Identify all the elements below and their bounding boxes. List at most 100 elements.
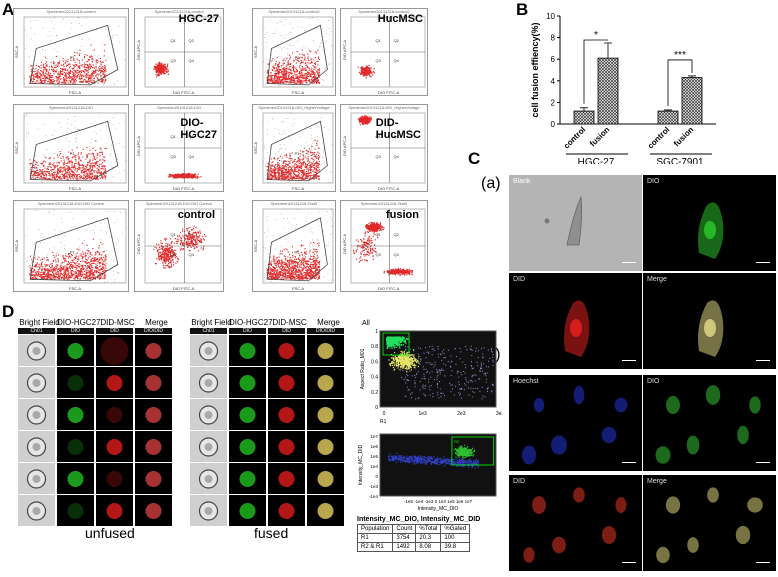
cell-image [190, 399, 227, 430]
category-label: control [562, 125, 588, 151]
table-cell: 20.3 [415, 533, 442, 543]
svg-text:SSC-A: SSC-A [253, 239, 258, 252]
cell-image [229, 463, 266, 494]
flow-plot: Specimen20131218-DIO P1 FSC-A SSC-A [13, 104, 129, 192]
cell-image [307, 399, 344, 430]
x-tick-label: 3e3 [496, 411, 502, 417]
micrograph-label: Blank [513, 178, 531, 185]
error-bar [604, 42, 612, 59]
y-tick-label: 8 [551, 34, 556, 43]
scatter-plot-aspect-ratio: 0 1e3 2e3 3e3 0 0.2 0.4 0.6 0.8 1 R1 Aspect Ratio_M… [360, 329, 502, 425]
svg-text:SSC-A: SSC-A [14, 141, 19, 154]
flow-plot-label: DID- HucMSC [375, 117, 421, 141]
svg-text:Q3: Q3 [171, 58, 177, 63]
svg-text:SSC-A: SSC-A [253, 45, 258, 58]
cell-image [96, 335, 133, 366]
significance-bracket [667, 59, 693, 106]
x-tick-label: 0 [383, 411, 386, 417]
svg-text:DID APC-A: DID APC-A [342, 136, 347, 156]
scale-bar [756, 262, 770, 263]
svg-text:Q2: Q2 [189, 232, 195, 237]
svg-text:Q1: Q1 [171, 134, 177, 139]
y-tick-label: 2 [551, 98, 556, 107]
y-tick-label: 1e4 [370, 464, 378, 469]
table-header-cell: Population [356, 524, 394, 534]
table-header-cell: %Gated [440, 524, 471, 534]
svg-text:P1: P1 [295, 55, 301, 60]
x-tick-labels: -1e5 -1e4 -1e3 0 1e3 1e5 1e6 1e7 [404, 499, 473, 504]
cell-image [229, 495, 266, 526]
flow-plot-label: HGC-27 [178, 13, 219, 25]
panel-label-d: D [2, 302, 15, 321]
svg-text:DIO FITC-A: DIO FITC-A [173, 186, 194, 191]
column-subheader: Ch01 [18, 328, 55, 334]
flow-plot-svg: P1 FSC-A SSC-A [14, 112, 127, 191]
svg-text:Q3: Q3 [375, 58, 381, 63]
flow-plot: Specimen20131218-control Q1 Q2 Q3 Q4 DIO FITC… [134, 8, 224, 96]
cell-image [57, 495, 94, 526]
flow-plot: Specimen20131218-control P1 FSC-A SSC-A [13, 8, 129, 96]
svg-text:Q1: Q1 [375, 38, 381, 43]
svg-text:SSC-A: SSC-A [14, 45, 19, 58]
cell-image [190, 335, 227, 366]
flow-plot: Specimen20131218-DIO-DID Control Q1 Q2 Q3 Q4… [134, 200, 224, 292]
cell-image [96, 431, 133, 462]
svg-text:DIO FITC-A: DIO FITC-A [173, 90, 194, 95]
micrograph: Merge [643, 273, 776, 369]
flow-plot-svg: P1 FSC-A SSC-A [253, 112, 334, 191]
cell-image [307, 335, 344, 366]
cell-image [135, 463, 172, 494]
cell-image [18, 495, 55, 526]
flow-plot: Specimen20131218-DID_HigherVoltage P1 FSC-… [252, 104, 336, 192]
scale-bar [622, 262, 636, 263]
caption-fused: fused [254, 525, 289, 541]
cell-image [96, 495, 133, 526]
flow-plot: Specimen20131218-DIO-DID Control P1 FSC-A S… [13, 200, 129, 292]
y-tick-label: 0 [375, 405, 378, 411]
y-tick-label: 10 [546, 12, 555, 21]
flow-plot-title: Specimen20131218-Test0 [270, 201, 318, 206]
cell-image [268, 399, 305, 430]
svg-text:Q3: Q3 [171, 154, 177, 159]
table-cell: 3754 [392, 533, 417, 543]
cell-image [307, 463, 344, 494]
cell-image [190, 367, 227, 398]
significance-marker: *** [674, 50, 686, 61]
flow-plot-title: Specimen20131218-DID_HigherVoltage [258, 105, 330, 110]
cell-image [268, 367, 305, 398]
svg-text:Q4: Q4 [393, 252, 399, 257]
svg-text:P1: P1 [295, 249, 301, 254]
cell-image [135, 495, 172, 526]
table-header-row: Population Count %Total %Gated [356, 524, 471, 534]
cell-image [268, 431, 305, 462]
svg-text:FSC-A: FSC-A [292, 286, 304, 291]
flow-plot-label: control [177, 209, 215, 221]
svg-text:Q2: Q2 [189, 134, 195, 139]
cell-image [307, 495, 344, 526]
column-header: Bright Field [19, 318, 60, 327]
cell-image [57, 367, 94, 398]
flow-plot-svg: Q1 Q2 Q3 Q4 DIO FITC-A DID APC-A [342, 208, 426, 291]
y-axis-label: Aspect Ratio_M01 [360, 348, 366, 389]
stats-table: Population Count %Total %Gated R1 3754 2… [356, 524, 471, 552]
error-bar [688, 75, 696, 78]
y-tick-label: 4 [551, 77, 556, 86]
y-tick-label: 0 [375, 474, 378, 479]
svg-text:SSC-A: SSC-A [253, 141, 258, 154]
y-tick-label: 0.8 [371, 344, 378, 350]
y-tick-label: 6 [551, 55, 556, 64]
svg-text:FSC-A: FSC-A [69, 90, 81, 95]
svg-text:DID APC-A: DID APC-A [342, 40, 347, 60]
category-label: fusion [588, 125, 611, 148]
column-subheader: DIO [229, 328, 266, 334]
bar [657, 110, 679, 125]
flow-plot-title: Specimen20131218-DIO-DID Control [37, 201, 105, 206]
micrograph-label: Hoechst [513, 378, 539, 385]
svg-text:FSC-A: FSC-A [69, 186, 81, 191]
flow-plot-label: fusion [386, 209, 419, 221]
panel-label-a: A [2, 0, 15, 19]
svg-text:DID APC-A: DID APC-A [342, 234, 347, 254]
significance-marker: * [594, 30, 598, 41]
error-bar [580, 107, 588, 112]
table-cell: 8.08 [415, 542, 442, 552]
